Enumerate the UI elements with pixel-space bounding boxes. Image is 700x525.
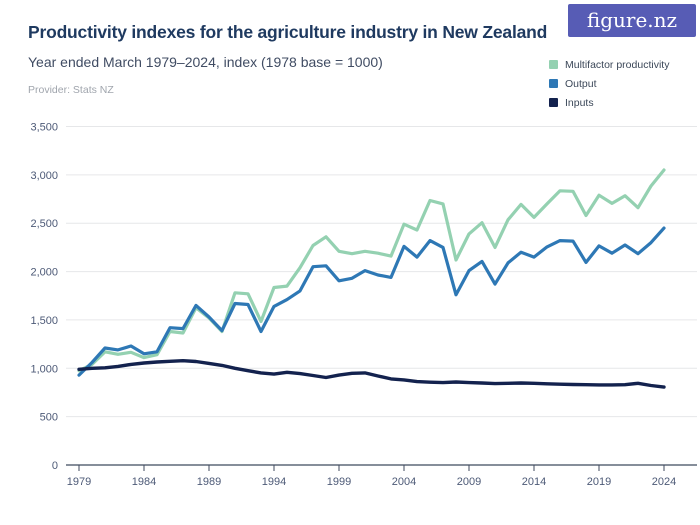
x-tick-label: 1984 bbox=[132, 476, 156, 488]
figurenz-logo[interactable]: figure.nz bbox=[568, 4, 696, 37]
y-tick-label: 3,000 bbox=[30, 170, 58, 182]
x-tick-label: 1999 bbox=[327, 476, 351, 488]
page-title: Productivity indexes for the agriculture… bbox=[28, 22, 548, 42]
y-tick-label: 0 bbox=[52, 460, 58, 472]
x-tick-label: 1994 bbox=[262, 476, 286, 488]
x-tick-label: 2024 bbox=[652, 476, 676, 488]
legend-label-multifactor-productivity: Multifactor productivity bbox=[565, 58, 670, 71]
y-tick-label: 500 bbox=[40, 412, 58, 424]
line-output bbox=[77, 226, 666, 377]
y-tick-label: 1,000 bbox=[30, 363, 58, 375]
y-axis-labels: 0 500 1,000 1,500 2,000 2,500 3,000 3,500 bbox=[30, 122, 58, 473]
legend-swatch-multifactor-productivity bbox=[549, 60, 558, 69]
x-tick-label: 2019 bbox=[587, 476, 611, 488]
chart-subtitle: Year ended March 1979–2024, index (1978 … bbox=[28, 54, 383, 70]
y-tick-label: 1,500 bbox=[30, 315, 58, 327]
x-axis: 1979 1984 1989 1994 1999 2004 2009 2014 2019 2024 bbox=[66, 464, 697, 488]
x-tick-label: 2004 bbox=[392, 476, 416, 488]
legend-label-output: Output bbox=[565, 77, 597, 90]
y-tick-label: 2,000 bbox=[30, 267, 58, 279]
legend-item-inputs: Inputs bbox=[549, 93, 669, 112]
legend-label-inputs: Inputs bbox=[565, 96, 594, 109]
legend-swatch-inputs bbox=[549, 98, 558, 107]
line-inputs bbox=[77, 359, 666, 389]
x-tick-label: 1989 bbox=[197, 476, 221, 488]
y-tick-label: 3,500 bbox=[30, 122, 58, 134]
x-tick-label: 2014 bbox=[522, 476, 546, 488]
line-multifactor-productivity bbox=[77, 168, 666, 373]
provider-label: Provider: Stats NZ bbox=[28, 84, 114, 96]
chart-legend: Multifactor productivity Output Inputs bbox=[549, 55, 669, 112]
legend-swatch-output bbox=[549, 79, 558, 88]
y-tick-label: 2,500 bbox=[30, 218, 58, 230]
legend-item-output: Output bbox=[549, 74, 669, 93]
gridlines bbox=[66, 126, 697, 418]
legend-item-multifactor-productivity: Multifactor productivity bbox=[549, 55, 669, 74]
x-tick-label: 1979 bbox=[67, 476, 91, 488]
x-tick-label: 2009 bbox=[457, 476, 481, 488]
